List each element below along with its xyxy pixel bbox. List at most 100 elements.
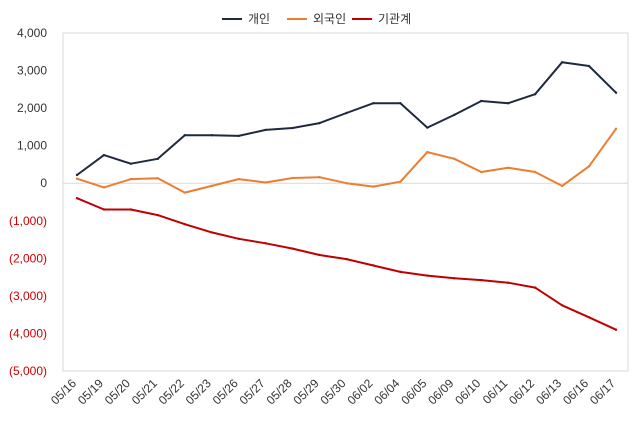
data-point [507, 102, 510, 105]
data-point [129, 162, 133, 165]
data-point [210, 231, 213, 234]
data-point [399, 270, 402, 274]
x-tick-label: 06/13 [533, 376, 564, 407]
x-tick-label: 05/29 [291, 376, 322, 407]
x-tick-label: 06/16 [560, 376, 591, 407]
data-point [399, 180, 402, 183]
data-point [129, 208, 133, 211]
data-point [560, 184, 564, 188]
data-point [237, 177, 240, 181]
data-point [75, 197, 79, 200]
data-point [345, 257, 348, 261]
y-tick-label: 3,000 [17, 64, 47, 78]
data-point [587, 316, 591, 319]
y-tick-label: 1,000 [17, 139, 47, 153]
data-point [426, 126, 429, 129]
data-point [533, 170, 537, 174]
x-tick-label: 05/22 [156, 376, 187, 407]
series-layer [75, 61, 618, 331]
data-point [372, 102, 375, 105]
data-point [129, 177, 133, 181]
data-point [210, 133, 213, 137]
data-point [560, 61, 564, 64]
data-point [318, 253, 321, 257]
data-point [210, 184, 213, 188]
data-point [507, 281, 510, 284]
data-point [291, 176, 294, 180]
x-tick-label: 06/02 [344, 376, 375, 407]
data-point [264, 128, 267, 132]
data-point [587, 64, 591, 68]
x-tick-label: 06/09 [425, 376, 456, 407]
x-tick-label: 05/21 [129, 376, 160, 407]
data-point [183, 191, 186, 194]
y-tick-label: (3,000) [9, 289, 47, 303]
x-tick-label: 06/17 [587, 376, 618, 407]
data-point [453, 157, 456, 161]
data-point [345, 111, 348, 115]
data-point [291, 247, 294, 250]
x-tick-label: 05/30 [317, 376, 348, 407]
data-point [237, 134, 240, 138]
data-point [156, 213, 160, 217]
data-point [480, 278, 483, 282]
x-axis: 05/1605/1905/2005/2105/2205/2305/2605/27… [48, 376, 618, 407]
data-point [480, 99, 483, 103]
data-point [453, 277, 456, 280]
data-point [533, 93, 537, 96]
data-point [102, 208, 106, 211]
data-point [587, 165, 591, 168]
plot-frame [62, 32, 629, 372]
x-tick-label: 05/16 [48, 376, 79, 407]
data-point [291, 126, 294, 130]
data-point [156, 177, 160, 180]
data-point [183, 222, 186, 226]
legend: 개인 외국인 기관계 [222, 12, 411, 26]
data-point [614, 127, 618, 130]
legend-label: 개인 [248, 12, 270, 26]
data-point [183, 133, 186, 137]
data-point [614, 91, 618, 94]
y-tick-label: (4,000) [9, 326, 47, 340]
data-point [372, 264, 375, 267]
y-tick-label: (2,000) [9, 251, 47, 265]
x-tick-label: 05/26 [210, 376, 241, 407]
x-tick-label: 06/10 [452, 376, 483, 407]
data-point [264, 242, 267, 245]
data-point [102, 186, 106, 189]
x-tick-label: 05/20 [102, 376, 133, 407]
x-tick-label: 05/19 [75, 376, 106, 407]
data-point [399, 102, 402, 105]
data-point [345, 182, 348, 185]
x-tick-label: 06/12 [506, 376, 537, 407]
data-point [75, 173, 79, 177]
data-point [533, 286, 537, 289]
y-tick-label: (1,000) [9, 214, 47, 228]
x-tick-label: 06/11 [480, 376, 511, 407]
data-point [480, 170, 483, 174]
plot-area [62, 32, 629, 372]
y-axis: 4,000 3,000 2,000 1,000 0 (1,000) (2,000) (3,00… [9, 26, 47, 378]
data-point [102, 153, 106, 157]
y-tick-label: (5,000) [9, 364, 47, 378]
x-tick-label: 06/05 [398, 376, 429, 407]
x-tick-label: 05/27 [237, 376, 268, 407]
legend-label: 기관계 [378, 12, 411, 26]
data-point [318, 176, 321, 179]
data-point [507, 166, 510, 170]
data-point [237, 237, 240, 241]
data-point [453, 113, 456, 117]
data-point [156, 157, 160, 161]
x-tick-label: 05/28 [264, 376, 295, 407]
x-tick-label: 06/04 [371, 376, 402, 407]
y-tick-label: 4,000 [17, 26, 47, 40]
data-point [372, 185, 375, 188]
data-point [426, 274, 429, 277]
legend-label: 외국인 [313, 12, 346, 26]
y-tick-label: 0 [40, 176, 47, 190]
data-point [426, 150, 429, 154]
data-point [264, 181, 267, 184]
y-tick-label: 2,000 [17, 101, 47, 115]
